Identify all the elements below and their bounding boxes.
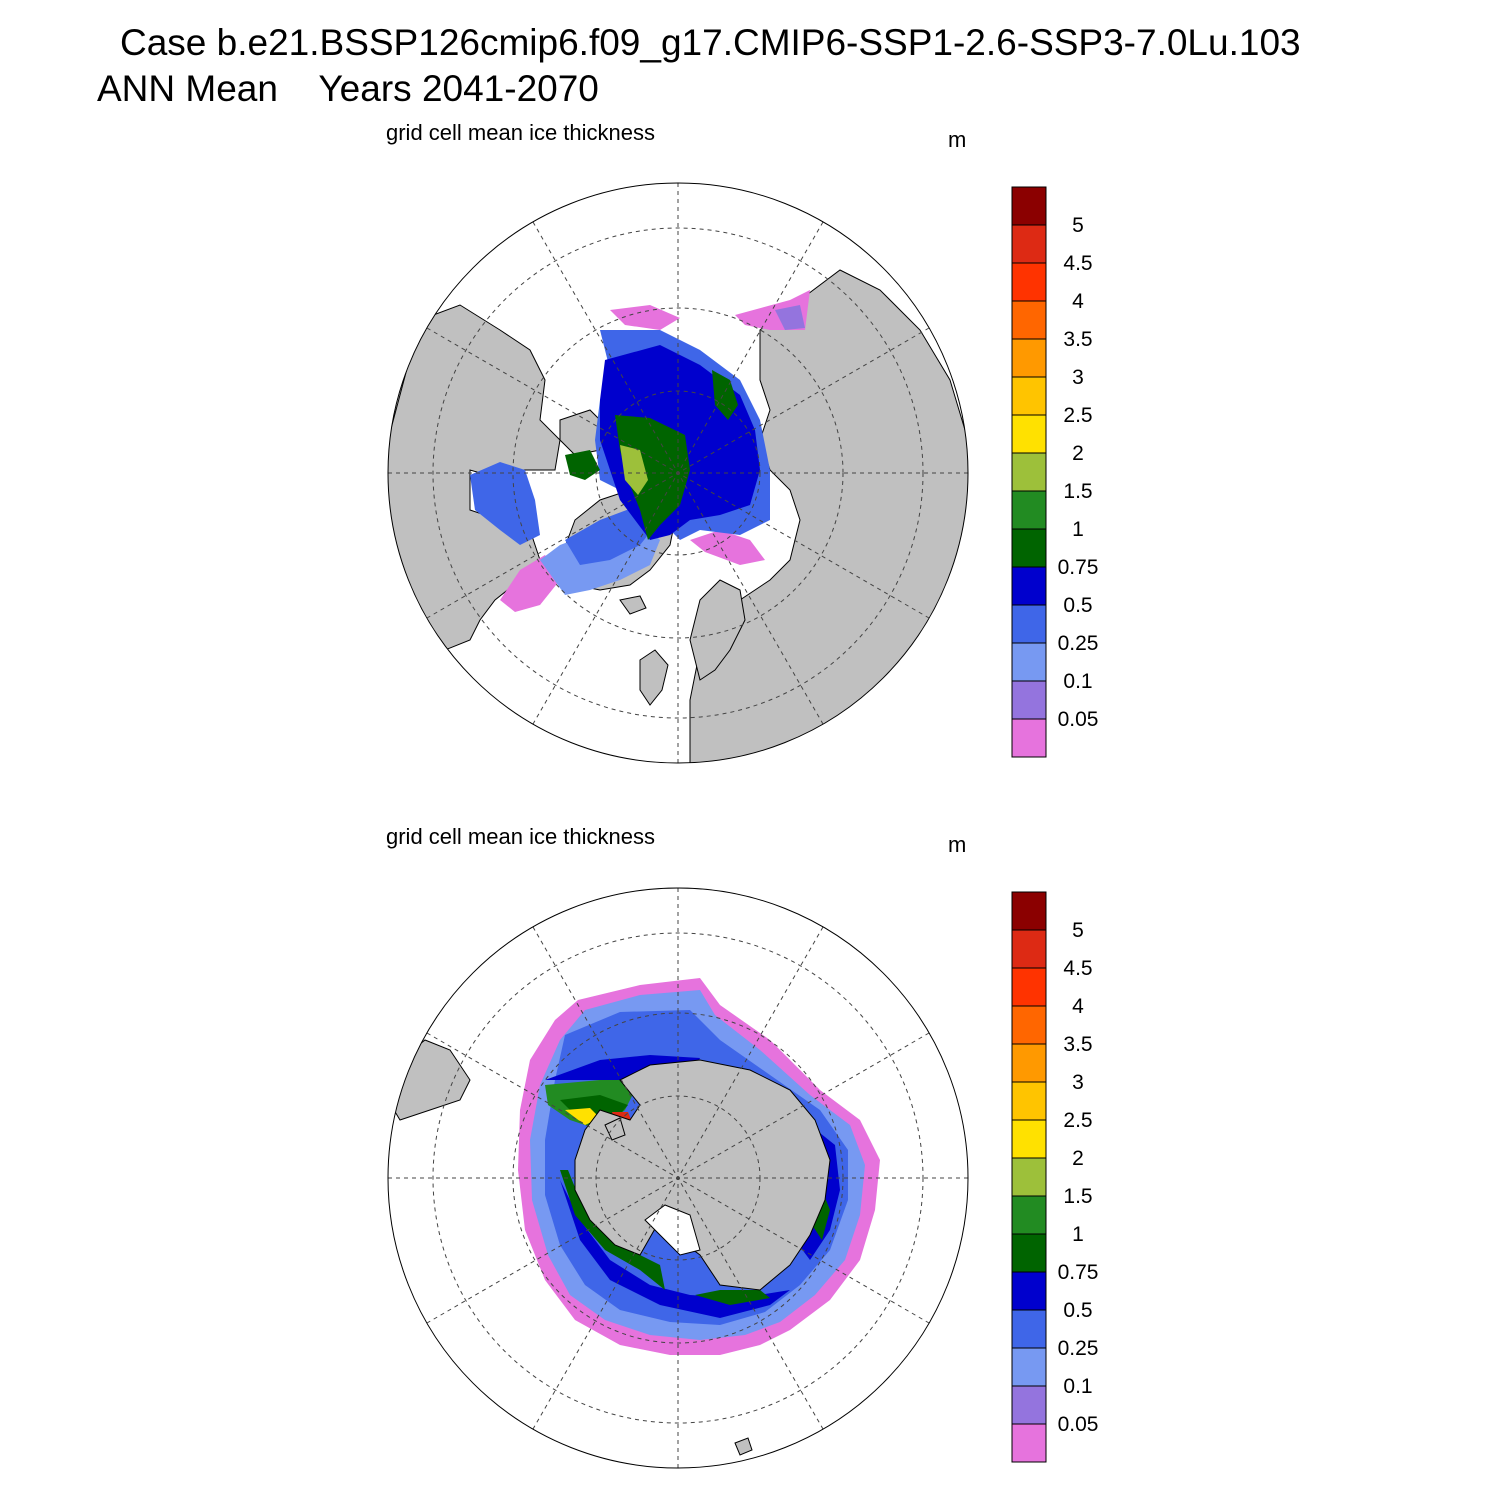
north-colorbar-box xyxy=(1011,680,1047,720)
north-colorbar-box xyxy=(1011,490,1047,530)
south-colorbar-box xyxy=(1011,1423,1047,1463)
figure-title-period: ANN Mean Years 2041-2070 xyxy=(97,68,599,109)
south-colorbar-box xyxy=(1011,1385,1047,1425)
north-colorbar: 5 4.5 4 3.5 3 2.5 2 1.5 1 0.75 0.5 0.25 0.1 0.05 xyxy=(1011,186,1099,758)
south-colorbar-box xyxy=(1011,1157,1047,1197)
north-colorbar-tick-label: 1 xyxy=(1072,518,1084,541)
south-colorbar: 5 4.5 4 3.5 3 2.5 2 1.5 1 0.75 0.5 0.25 0.1 0.05 xyxy=(1011,891,1099,1463)
south-map-land xyxy=(388,1039,831,1456)
north-colorbar-box xyxy=(1011,262,1047,302)
south-colorbar-tick-label: 0.75 xyxy=(1058,1261,1099,1284)
south-map-border xyxy=(387,887,969,1469)
north-colorbar-tick-label: 4.5 xyxy=(1063,252,1092,275)
north-colorbar-tick-label: 0.05 xyxy=(1058,708,1099,731)
north-colorbar-tick-label: 0.5 xyxy=(1063,594,1092,617)
south-colorbar-box xyxy=(1011,1043,1047,1083)
south-colorbar-box xyxy=(1011,929,1047,969)
north-map-border xyxy=(387,182,969,764)
north-colorbar-box xyxy=(1011,414,1047,454)
north-colorbar-box xyxy=(1011,718,1047,758)
north-colorbar-tick-label: 1.5 xyxy=(1063,480,1092,503)
south-colorbar-tick-label: 4 xyxy=(1072,995,1084,1018)
south-colorbar-box xyxy=(1011,1081,1047,1121)
north-colorbar-box xyxy=(1011,186,1047,226)
south-colorbar-box xyxy=(1011,1233,1047,1273)
north-colorbar-tick-label: 0.75 xyxy=(1058,556,1099,579)
south-colorbar-box xyxy=(1011,1119,1047,1159)
north-colorbar-box xyxy=(1011,300,1047,340)
south-colorbar-tick-label: 1 xyxy=(1072,1223,1084,1246)
south-panel-title: grid cell mean ice thickness xyxy=(386,824,656,849)
south-colorbar-box xyxy=(1011,1347,1047,1387)
south-colorbar-tick-label: 3 xyxy=(1072,1071,1084,1094)
south-colorbar-tick-label: 2 xyxy=(1072,1147,1084,1170)
north-colorbar-tick-label: 0.1 xyxy=(1063,670,1092,693)
south-colorbar-box xyxy=(1011,967,1047,1007)
north-colorbar-tick-label: 5 xyxy=(1072,214,1084,237)
south-graticule xyxy=(388,888,968,1468)
south-colorbar-tick-label: 5 xyxy=(1072,919,1084,942)
north-colorbar-tick-label: 2 xyxy=(1072,442,1084,465)
north-colorbar-box xyxy=(1011,642,1047,682)
south-colorbar-tick-label: 4.5 xyxy=(1063,957,1092,980)
north-panel-title: grid cell mean ice thickness xyxy=(386,120,656,145)
north-colorbar-tick-label: 4 xyxy=(1072,290,1084,313)
north-colorbar-box xyxy=(1011,604,1047,644)
south-colorbar-tick-label: 2.5 xyxy=(1063,1109,1092,1132)
south-colorbar-box xyxy=(1011,891,1047,931)
south-colorbar-box xyxy=(1011,1271,1047,1311)
north-colorbar-tick-label: 2.5 xyxy=(1063,404,1092,427)
south-polar-map xyxy=(387,887,969,1469)
north-colorbar-box xyxy=(1011,566,1047,606)
south-colorbar-box xyxy=(1011,1195,1047,1235)
south-colorbar-box xyxy=(1011,1005,1047,1045)
south-colorbar-tick-label: 0.05 xyxy=(1058,1413,1099,1436)
north-units-label: m xyxy=(948,127,967,152)
north-colorbar-box xyxy=(1011,224,1047,264)
south-colorbar-tick-label: 0.25 xyxy=(1058,1337,1099,1360)
south-colorbar-box xyxy=(1011,1309,1047,1349)
south-units-label: m xyxy=(948,832,967,857)
north-colorbar-box xyxy=(1011,376,1047,416)
north-colorbar-tick-label: 0.25 xyxy=(1058,632,1099,655)
north-colorbar-box xyxy=(1011,338,1047,378)
south-colorbar-tick-label: 0.5 xyxy=(1063,1299,1092,1322)
south-colorbar-tick-label: 0.1 xyxy=(1063,1375,1092,1398)
north-colorbar-box xyxy=(1011,452,1047,492)
north-colorbar-tick-label: 3 xyxy=(1072,366,1084,389)
north-colorbar-box xyxy=(1011,528,1047,568)
north-graticule xyxy=(388,183,968,763)
south-colorbar-tick-label: 1.5 xyxy=(1063,1185,1092,1208)
figure-title-case: Case b.e21.BSSP126cmip6.f09_g17.CMIP6-SS… xyxy=(120,22,1301,63)
north-map-land xyxy=(388,269,968,763)
north-colorbar-tick-label: 3.5 xyxy=(1063,328,1092,351)
south-colorbar-tick-label: 3.5 xyxy=(1063,1033,1092,1056)
north-polar-map xyxy=(387,182,969,764)
